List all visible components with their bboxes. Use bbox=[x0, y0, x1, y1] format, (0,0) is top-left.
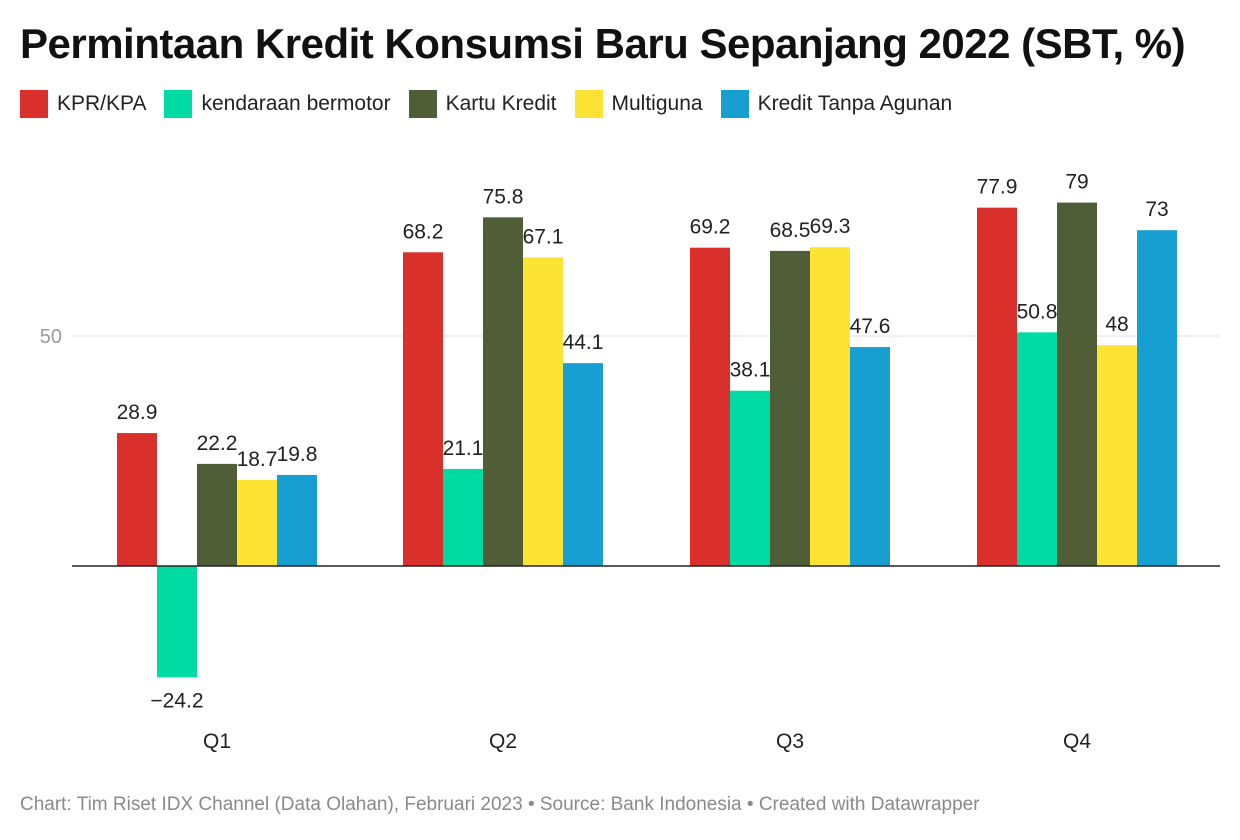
legend-item-kta: Kredit Tanpa Agunan bbox=[720, 90, 953, 118]
data-label-kpr-kpa-q2: 68.2 bbox=[403, 220, 444, 243]
data-label-kartu-kredit-q2: 75.8 bbox=[483, 185, 524, 208]
legend-swatch-kpr bbox=[20, 90, 48, 118]
bar-kredit-tanpa-agunan-q2 bbox=[563, 363, 603, 566]
bar-kendaraan-bermotor-q3 bbox=[730, 390, 770, 566]
legend-swatch-kta bbox=[720, 90, 749, 118]
data-label-kredit-tanpa-agunan-q2: 44.1 bbox=[563, 331, 604, 354]
bar-kredit-tanpa-agunan-q1 bbox=[277, 474, 317, 566]
bar-kredit-tanpa-agunan-q3 bbox=[850, 347, 890, 566]
data-label-kartu-kredit-q4: 79 bbox=[1065, 171, 1088, 194]
bar-kendaraan-bermotor-q1 bbox=[157, 566, 197, 678]
bar-kartu-kredit-q3 bbox=[770, 250, 810, 566]
data-label-kendaraan-bermotor-q2: 21.1 bbox=[443, 437, 484, 460]
data-label-multiguna-q4: 48 bbox=[1105, 313, 1128, 336]
data-label-kredit-tanpa-agunan-q4: 73 bbox=[1145, 198, 1168, 221]
bar-multiguna-q1 bbox=[237, 479, 277, 566]
legend-label-kpr: KPR/KPA bbox=[57, 92, 147, 115]
data-label-kredit-tanpa-agunan-q3: 47.6 bbox=[850, 315, 891, 338]
legend-label-kendaraan: kendaraan bermotor bbox=[201, 92, 391, 115]
legend-swatch-kendaraan bbox=[164, 90, 193, 118]
data-label-multiguna-q1: 18.7 bbox=[237, 448, 278, 471]
legend-item-kartu-kredit: Kartu Kredit bbox=[408, 90, 557, 118]
data-label-kpr-kpa-q4: 77.9 bbox=[977, 176, 1018, 199]
data-label-kendaraan-bermotor-q4: 50.8 bbox=[1017, 300, 1058, 323]
data-label-kartu-kredit-q1: 22.2 bbox=[197, 432, 238, 455]
bar-kendaraan-bermotor-q4 bbox=[1017, 332, 1057, 566]
data-label-multiguna-q2: 67.1 bbox=[523, 225, 564, 248]
chart-footer: Chart: Tim Riset IDX Channel (Data Olaha… bbox=[20, 794, 980, 815]
legend-item-kendaraan: kendaraan bermotor bbox=[164, 90, 391, 118]
bar-multiguna-q4 bbox=[1097, 345, 1137, 566]
legend-item-kpr: KPR/KPA bbox=[20, 90, 146, 118]
bar-kartu-kredit-q2 bbox=[483, 217, 523, 566]
bar-kredit-tanpa-agunan-q4 bbox=[1137, 230, 1177, 566]
bar-kendaraan-bermotor-q2 bbox=[443, 468, 483, 566]
x-tick-label-q1: Q1 bbox=[203, 730, 231, 753]
data-label-kpr-kpa-q1: 28.9 bbox=[117, 401, 158, 424]
data-label-multiguna-q3: 69.3 bbox=[810, 215, 851, 238]
data-label-kpr-kpa-q3: 69.2 bbox=[690, 216, 731, 239]
legend-label-multiguna: Multiguna bbox=[611, 92, 703, 115]
bar-kartu-kredit-q4 bbox=[1057, 202, 1097, 566]
data-label-kendaraan-bermotor-q1: −24.2 bbox=[150, 689, 203, 712]
data-label-kartu-kredit-q3: 68.5 bbox=[770, 219, 811, 242]
bar-multiguna-q2 bbox=[523, 257, 563, 566]
x-tick-label-q2: Q2 bbox=[489, 730, 517, 753]
legend-label-kta: Kredit Tanpa Agunan bbox=[757, 92, 953, 115]
legend-swatch-multiguna bbox=[574, 90, 603, 118]
x-tick-label-q4: Q4 bbox=[1063, 730, 1091, 753]
legend-label-kartu-kredit: Kartu Kredit bbox=[445, 92, 557, 115]
data-label-kredit-tanpa-agunan-q1: 19.8 bbox=[277, 443, 318, 466]
bar-kartu-kredit-q1 bbox=[197, 463, 237, 566]
x-tick-label-q3: Q3 bbox=[776, 730, 804, 753]
bar-kpr-kpa-q3 bbox=[690, 247, 730, 566]
legend-item-multiguna: Multiguna bbox=[574, 90, 703, 118]
bar-multiguna-q3 bbox=[810, 247, 850, 566]
y-tick-label-50: 50 bbox=[40, 326, 62, 348]
legend: KPR/KPA kendaraan bermotor Kartu Kredit … bbox=[20, 90, 970, 118]
bar-kpr-kpa-q4 bbox=[977, 207, 1017, 566]
legend-swatch-kartu-kredit bbox=[408, 90, 437, 118]
bar-kpr-kpa-q1 bbox=[117, 433, 157, 566]
bar-kpr-kpa-q2 bbox=[403, 252, 443, 566]
chart-title: Permintaan Kredit Konsumsi Baru Sepanjan… bbox=[20, 20, 1186, 67]
data-label-kendaraan-bermotor-q3: 38.1 bbox=[730, 359, 771, 382]
